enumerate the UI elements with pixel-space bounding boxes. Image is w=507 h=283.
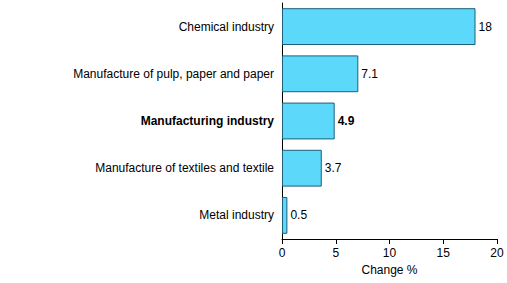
svg-text:Manufacture of pulp, paper and: Manufacture of pulp, paper and paper [73,67,274,81]
svg-text:5: 5 [332,246,339,260]
svg-text:15: 15 [437,246,451,260]
svg-text:Change %: Change % [361,263,417,277]
svg-text:Chemical industry: Chemical industry [179,20,274,34]
svg-text:3.7: 3.7 [325,161,342,175]
svg-text:4.9: 4.9 [338,114,355,128]
svg-text:0: 0 [279,246,286,260]
svg-text:20: 20 [490,246,504,260]
svg-text:18: 18 [479,20,493,34]
svg-text:10: 10 [383,246,397,260]
svg-text:7.1: 7.1 [361,67,378,81]
svg-text:Manufacture of textiles and te: Manufacture of textiles and textile [95,161,274,175]
svg-text:0.5: 0.5 [290,208,307,222]
svg-text:Metal industry: Metal industry [199,208,274,222]
svg-text:Manufacturing industry: Manufacturing industry [141,114,275,128]
